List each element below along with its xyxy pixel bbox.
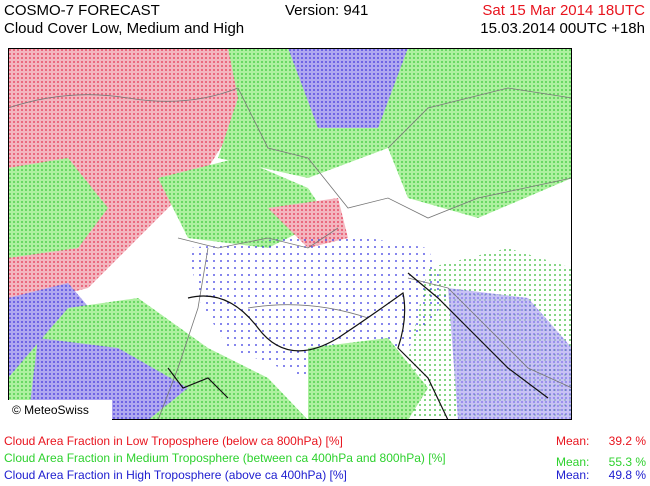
subtitle: Cloud Cover Low, Medium and High — [4, 20, 245, 37]
mean-value: 55.3 % — [608, 455, 646, 469]
medium-cloud-area — [8, 158, 108, 258]
mean-value: 49.8 % — [608, 468, 646, 482]
legend-label: Cloud Area Fraction in Medium Tropospher… — [4, 451, 446, 465]
borders — [8, 87, 572, 420]
coastline — [167, 272, 549, 420]
map-frame — [8, 48, 572, 420]
mean-label: Mean: — [556, 434, 590, 448]
high-cloud-area — [28, 338, 188, 420]
title: COSMO-7 FORECAST — [4, 2, 160, 19]
run-time: 15.03.2014 00UTC +18h — [480, 20, 645, 37]
mean-value: 39.2 % — [608, 434, 646, 448]
mean-label: Mean: — [556, 455, 590, 469]
version: Version: 941 — [285, 2, 369, 19]
legend-label: Cloud Area Fraction in Low Troposphere (… — [4, 434, 343, 448]
credit: © MeteoSwiss — [12, 403, 89, 417]
map: © MeteoSwiss — [8, 48, 572, 420]
legend-label: Cloud Area Fraction in High Troposphere … — [4, 468, 347, 482]
mean-label: Mean: — [556, 468, 590, 482]
valid-time: Sat 15 Mar 2014 18UTC — [482, 2, 645, 19]
high-cloud-area — [448, 288, 572, 420]
high-cloud-area — [288, 48, 408, 128]
credit-box — [8, 400, 112, 420]
medium-cloud-area — [308, 338, 428, 420]
